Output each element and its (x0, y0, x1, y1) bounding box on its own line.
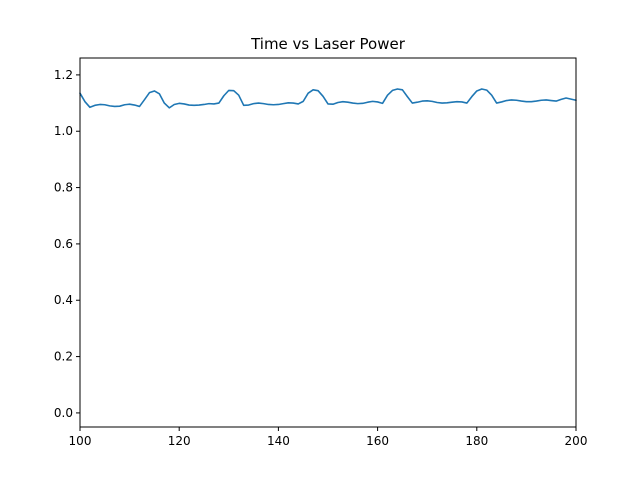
x-tick-label: 200 (565, 434, 588, 448)
x-tick-label: 100 (69, 434, 92, 448)
y-tick-label: 0.2 (54, 350, 73, 364)
chart-title: Time vs Laser Power (250, 35, 406, 53)
y-tick-label: 1.2 (54, 68, 73, 82)
x-tick-label: 120 (168, 434, 191, 448)
y-axis: 0.0 0.2 0.4 0.6 0.8 1.0 1.2 (54, 68, 80, 420)
y-tick-label: 0.4 (54, 293, 73, 307)
y-tick-label: 0.0 (54, 406, 73, 420)
y-tick-label: 1.0 (54, 124, 73, 138)
series-layer (79, 88, 577, 109)
x-axis: 100 120 140 160 180 200 (69, 427, 588, 448)
series-line-0 (79, 88, 577, 109)
x-tick-label: 160 (366, 434, 389, 448)
y-tick-label: 0.8 (54, 181, 73, 195)
plot-area-frame (79, 57, 577, 428)
x-tick-label: 180 (465, 434, 488, 448)
x-tick-label: 140 (267, 434, 290, 448)
y-tick-label: 0.6 (54, 237, 73, 251)
